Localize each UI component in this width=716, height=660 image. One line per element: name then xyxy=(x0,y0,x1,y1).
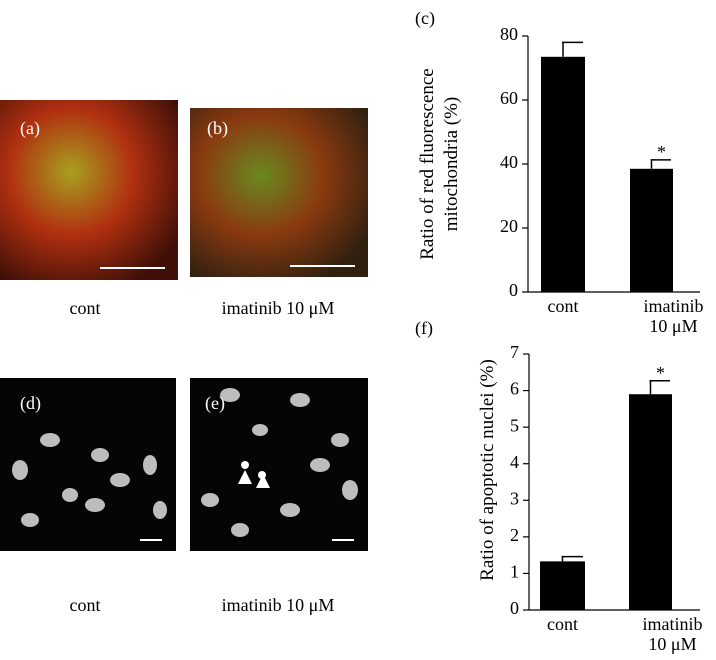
panel-label: (d) xyxy=(20,393,41,414)
y-tick-label: 3 xyxy=(510,488,519,508)
error-bar xyxy=(561,555,583,562)
y-axis-label: Ratio of red fluorescence mitochondria (… xyxy=(417,68,462,260)
error-bar xyxy=(562,41,583,57)
bar xyxy=(629,394,672,610)
x-tick-label: imatinib 10 μM xyxy=(643,296,704,336)
y-tick-label: 60 xyxy=(500,88,518,108)
y-tick-label: 5 xyxy=(510,415,519,435)
error-bar xyxy=(649,379,670,395)
y-tick-label: 1 xyxy=(510,562,519,582)
caption: cont xyxy=(70,298,101,318)
y-axis-label: Ratio of apoptotic nuclei (%) xyxy=(477,359,498,581)
nuclei xyxy=(12,388,358,537)
y-tick-label: 6 xyxy=(510,379,519,399)
micrograph xyxy=(0,100,178,280)
y-tick-label: 80 xyxy=(500,24,518,44)
y-tick-label: 20 xyxy=(500,216,518,236)
arrowhead xyxy=(238,470,252,484)
micrograph xyxy=(190,378,368,551)
x-tick-label: cont xyxy=(547,614,578,634)
y-tick-label: 0 xyxy=(510,598,519,618)
y-tick-label: 4 xyxy=(510,452,519,472)
panel-label: (f) xyxy=(415,318,433,339)
bar xyxy=(630,168,673,292)
error-bar xyxy=(650,159,671,169)
y-tick-label: 7 xyxy=(510,342,519,362)
panel-label: (e) xyxy=(205,393,225,414)
x-tick-label: cont xyxy=(547,296,579,316)
x-tick-label: imatinib 10 μM xyxy=(642,614,703,654)
panel-label: (b) xyxy=(207,118,228,139)
caption: imatinib 10 μM xyxy=(222,595,335,615)
y-tick-label: 2 xyxy=(510,525,519,545)
significance-marker: * xyxy=(656,363,665,383)
panel-label: (a) xyxy=(20,118,40,139)
y-tick-label: 40 xyxy=(500,152,518,172)
y-tick-label: 0 xyxy=(509,280,518,300)
significance-marker: * xyxy=(657,142,666,162)
panel-label: (c) xyxy=(415,8,435,29)
arrowhead xyxy=(256,474,270,488)
bar xyxy=(540,561,585,610)
bar xyxy=(541,56,585,292)
caption: imatinib 10 μM xyxy=(222,298,335,318)
caption: cont xyxy=(70,595,101,615)
micrograph xyxy=(190,108,368,277)
